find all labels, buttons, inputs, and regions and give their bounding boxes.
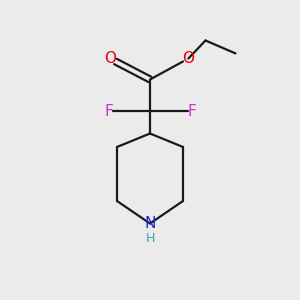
- Text: O: O: [104, 51, 116, 66]
- Text: F: F: [187, 103, 196, 118]
- Text: F: F: [104, 103, 113, 118]
- Text: H: H: [145, 232, 155, 245]
- Text: O: O: [182, 51, 194, 66]
- Text: N: N: [144, 216, 156, 231]
